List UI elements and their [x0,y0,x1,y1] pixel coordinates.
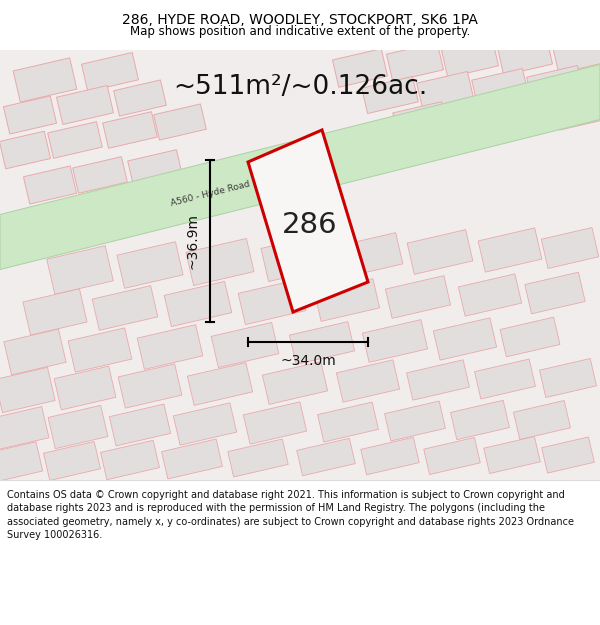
Bar [497,37,553,75]
Bar [417,71,473,109]
Bar [137,324,203,369]
Bar [103,112,157,148]
Bar [92,286,158,331]
Bar [451,400,509,440]
Bar [0,406,49,449]
Text: 286: 286 [282,211,338,239]
Bar [424,438,480,474]
Bar [407,229,473,274]
Bar [433,318,497,360]
Bar [289,322,355,364]
Bar [503,96,557,132]
Text: ~511m²/~0.126ac.: ~511m²/~0.126ac. [173,74,427,100]
Bar [500,317,560,357]
Bar [361,438,419,475]
Bar [23,166,77,204]
Bar [211,322,279,368]
Text: Map shows position and indicative extent of the property.: Map shows position and indicative extent… [130,24,470,38]
Bar [458,274,521,316]
Bar [101,440,160,480]
Bar [0,368,55,413]
Bar [362,319,428,362]
Text: 286, HYDE ROAD, WOODLEY, STOCKPORT, SK6 1PA: 286, HYDE ROAD, WOODLEY, STOCKPORT, SK6 … [122,12,478,26]
Bar [478,228,542,272]
Bar [0,442,43,483]
Bar [48,122,102,158]
Bar [539,359,596,398]
Bar [385,401,445,441]
Bar [332,49,388,88]
Bar [362,76,418,114]
Bar [525,272,585,314]
Text: ~34.0m: ~34.0m [280,354,336,368]
Bar [48,406,108,449]
Bar [514,401,571,439]
Bar [109,404,170,446]
Bar [472,69,528,106]
Polygon shape [0,64,600,269]
Bar [82,52,139,91]
Bar [118,364,182,408]
Bar [386,42,443,81]
Bar [553,35,600,73]
Bar [442,39,499,78]
Bar [475,359,535,399]
Bar [542,437,595,473]
Bar [73,157,127,193]
Bar [385,276,451,318]
Bar [173,403,236,445]
Bar [154,104,206,140]
Bar [44,197,95,233]
Bar [297,438,355,476]
Bar [44,441,100,481]
Bar [143,184,196,220]
Bar [393,102,447,138]
Bar [56,86,113,124]
Bar [23,289,87,335]
Bar [68,328,132,372]
Bar [244,402,307,444]
Bar [484,436,540,474]
Bar [13,58,77,102]
Bar [527,66,583,102]
Text: Contains OS data © Crown copyright and database right 2021. This information is : Contains OS data © Crown copyright and d… [7,490,574,540]
Bar [228,439,288,477]
Bar [4,329,66,375]
Bar [113,80,166,116]
Bar [238,279,306,324]
Bar [407,360,469,400]
Bar [314,279,380,321]
Bar [541,228,599,269]
Bar [47,246,113,294]
Bar [187,362,253,406]
Bar [128,150,182,186]
Polygon shape [248,130,368,312]
Bar [94,190,146,226]
Bar [4,96,56,134]
Bar [261,234,329,281]
Bar [448,99,502,135]
Bar [186,239,254,286]
Bar [317,402,379,442]
Text: A560 - Hyde Road: A560 - Hyde Road [169,180,251,208]
Bar [337,232,403,278]
Bar [0,131,50,169]
Bar [54,366,116,410]
Bar [161,439,223,479]
Bar [554,94,600,130]
Text: ~36.9m: ~36.9m [186,213,200,269]
Bar [117,242,183,288]
Bar [337,360,400,402]
Bar [262,362,328,404]
Bar [164,281,232,327]
